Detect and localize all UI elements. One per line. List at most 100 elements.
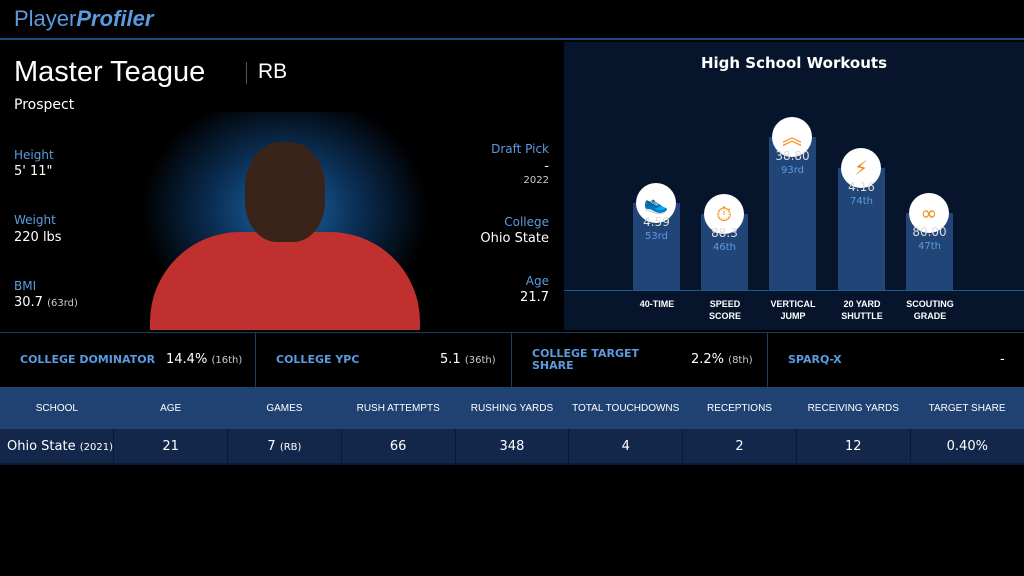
workout-bar: ⚡ 4.16 74th	[838, 148, 885, 290]
player-name: Master Teague	[14, 56, 206, 88]
cell-games: 7 (RB)	[227, 429, 342, 465]
workout-label: SCOUTING GRADE	[895, 298, 965, 322]
draft-year: 2022	[523, 175, 549, 186]
workout-label: VERTICAL JUMP	[758, 298, 828, 322]
workout-label-line2: SCORE	[708, 311, 741, 321]
bmi-number: 30.7	[14, 295, 43, 310]
metric-label: COLLEGE DOMINATOR	[20, 353, 156, 366]
cell-age: 21	[113, 429, 229, 465]
draft-value: -	[544, 159, 549, 174]
player-position: RB	[258, 60, 288, 83]
workout-label-line1: SCOUTING	[906, 299, 954, 309]
workout-value: 4.59	[643, 214, 670, 229]
bmi-rank: (63rd)	[47, 298, 78, 309]
lightning-icon: ⚡	[841, 148, 881, 189]
workout-label: 40-TIME	[622, 298, 692, 310]
school-year: (2021)	[79, 441, 113, 453]
weight-label: Weight	[14, 213, 56, 227]
college-label: College	[504, 215, 549, 229]
column-header[interactable]: RECEPTIONS	[682, 387, 797, 429]
player-photo	[140, 112, 430, 330]
cell-rushing-yards: 348	[455, 429, 570, 465]
head	[245, 142, 325, 242]
column-header[interactable]: GAMES	[227, 387, 342, 429]
workout-bar: ∞ 80.00 47th	[906, 192, 953, 290]
workout-label-line2: GRADE	[913, 311, 947, 321]
workout-label-line2: JUMP	[780, 311, 806, 321]
logo-profiler: Profiler	[76, 6, 154, 31]
metric-college-dominator: COLLEGE DOMINATOR 14.4% (16th)	[0, 333, 256, 387]
metric-label: COLLEGE TARGET SHARE	[532, 347, 640, 372]
workout-value: 4.16	[848, 180, 875, 195]
workout-label-line1: 40-TIME	[639, 299, 675, 309]
table-row: Ohio State (2021) 21 7 (RB) 66 348 4 2 1…	[0, 429, 1024, 465]
metric-rank: (16th)	[211, 355, 243, 366]
cell-receiving-yards: 12	[796, 429, 911, 465]
cell-receptions: 2	[682, 429, 797, 465]
metric-label: SPARQ-X	[788, 353, 842, 366]
metric-value: 5.1 (36th)	[440, 352, 496, 367]
binoculars-icon: ∞	[909, 192, 949, 233]
logo-player: Player	[14, 6, 77, 31]
metric-rank: (8th)	[728, 355, 753, 366]
cell-school: Ohio State (2021)	[0, 429, 115, 465]
workout-bar: ︽ 38.80 93rd	[769, 117, 816, 290]
workouts-title: High School Workouts	[700, 54, 888, 72]
workout-percentile: 93rd	[780, 165, 804, 176]
height-value: 5' 11"	[14, 164, 53, 179]
metric-number: -	[1000, 352, 1005, 367]
workout-label: SPEED SCORE	[690, 298, 760, 322]
workout-percentile: 47th	[918, 240, 941, 252]
workout-label-line1: 20 YARD	[843, 299, 881, 309]
metric-number: 5.1	[440, 352, 461, 367]
cell-target-share: 0.40%	[910, 429, 1024, 465]
divider	[246, 62, 247, 84]
workout-value: 88.3	[711, 226, 738, 241]
column-header[interactable]: TOTAL TOUCHDOWNS	[568, 387, 683, 429]
metrics-bar: COLLEGE DOMINATOR 14.4% (16th) COLLEGE YP…	[0, 332, 1024, 387]
cell-total-touchdowns: 4	[568, 429, 684, 465]
school-name: Ohio State	[7, 438, 76, 454]
metric-college-target-share: COLLEGE TARGET SHARE 2.2% (8th)	[512, 333, 768, 387]
college-value: Ohio State	[480, 231, 549, 246]
workout-bar: 👟 4.59 53rd	[633, 182, 680, 290]
workout-percentile: 53rd	[644, 230, 668, 242]
workout-label-line1: SPEED	[709, 299, 741, 309]
draft-label: Draft Pick	[491, 142, 549, 156]
metric-value: 2.2% (8th)	[691, 352, 753, 367]
workout-percentile: 46th	[713, 242, 736, 254]
player-panel: Master Teague RB Prospect Height 5' 11" …	[0, 42, 563, 330]
workouts-panel: High School Workouts 👟 4.59 53rd 40-TIME ⏱ 88…	[564, 42, 1024, 330]
axis-line	[564, 290, 1024, 291]
column-header[interactable]: RECEIVING YARDS	[796, 387, 911, 429]
column-header[interactable]: RUSHING YARDS	[455, 387, 569, 429]
workout-label-line2: SHUTTLE	[841, 311, 883, 321]
cell-rush-attempts: 66	[341, 429, 456, 465]
weight-value: 220 lbs	[14, 230, 62, 245]
logo[interactable]: PlayerProfiler	[14, 6, 153, 32]
games-number: 7	[267, 438, 276, 454]
column-header[interactable]: TARGET SHARE	[910, 387, 1024, 429]
bmi-value: 30.7 (63rd)	[14, 295, 78, 310]
workout-label: 20 YARD SHUTTLE	[827, 298, 897, 322]
shoe-icon: 👟	[636, 182, 676, 223]
workout-percentile: 74th	[850, 196, 873, 208]
column-header[interactable]: AGE	[113, 387, 228, 429]
age-value: 21.7	[520, 290, 549, 305]
stopwatch-icon: ⏱	[704, 194, 744, 235]
bmi-label: BMI	[14, 279, 37, 293]
table-header-row: SCHOOL AGE GAMES RUSH ATTEMPTS RUSHING YARDS…	[0, 387, 1024, 429]
metric-label: COLLEGE YPC	[276, 353, 360, 366]
column-header[interactable]: RUSH ATTEMPTS	[341, 387, 456, 429]
workout-value: 80.00	[912, 224, 947, 239]
workout-label-line1: VERTICAL	[770, 299, 816, 309]
column-header[interactable]: SCHOOL	[0, 387, 114, 429]
player-status: Prospect	[14, 97, 75, 113]
metric-college-ypc: COLLEGE YPC 5.1 (36th)	[256, 333, 512, 387]
top-bar: PlayerProfiler	[0, 0, 1024, 40]
age-label: Age	[525, 274, 549, 288]
workout-bar: ⏱ 88.3 46th	[701, 194, 748, 290]
college-stats-table: SCHOOL AGE GAMES RUSH ATTEMPTS RUSHING YARDS…	[0, 387, 1024, 465]
metric-number: 14.4%	[166, 352, 208, 367]
chevrons-up-icon: ︽	[772, 117, 812, 157]
